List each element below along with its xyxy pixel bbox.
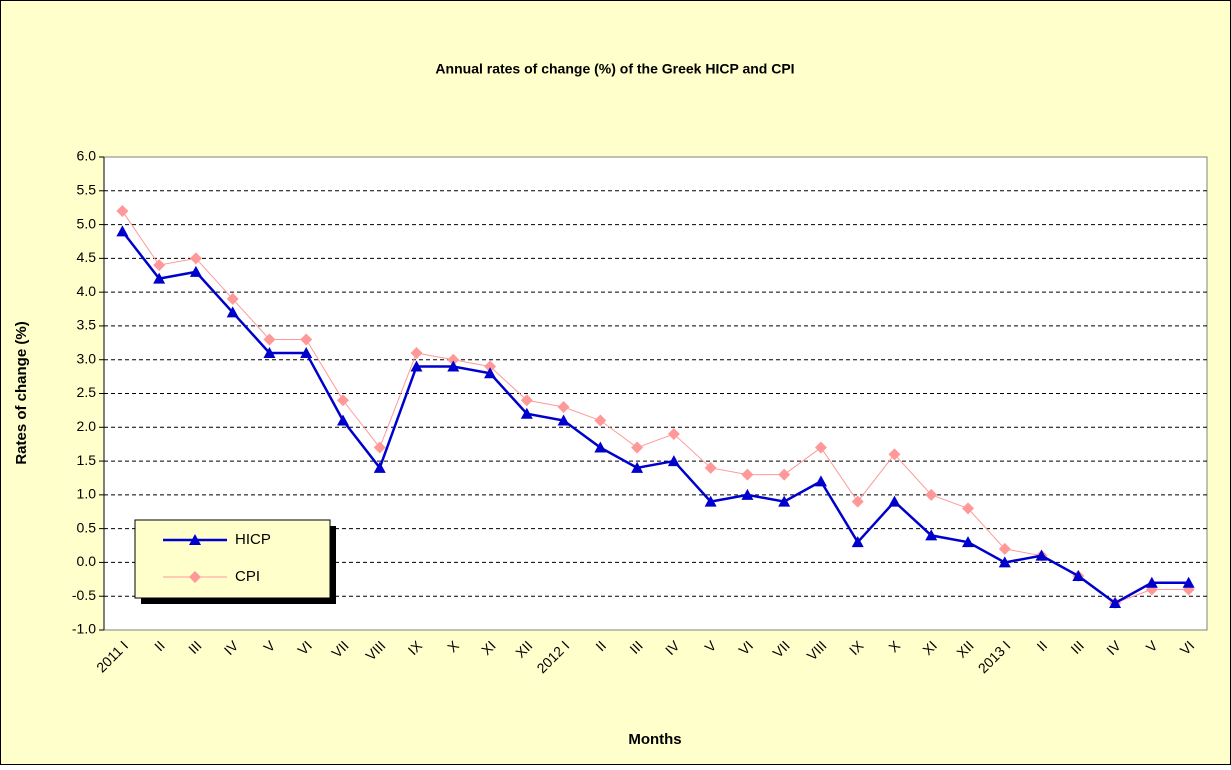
marker — [704, 495, 717, 507]
marker — [520, 394, 533, 407]
legend-marker — [189, 534, 201, 545]
marker — [814, 441, 827, 454]
marker — [410, 346, 423, 359]
marker — [778, 468, 791, 481]
marker — [153, 272, 166, 284]
marker — [226, 306, 239, 318]
marker — [447, 353, 460, 366]
series — [116, 225, 1195, 608]
marker — [557, 401, 570, 414]
y-tick-label: -0.5 — [72, 587, 96, 603]
marker — [667, 455, 680, 467]
legend-label: CPI — [235, 568, 260, 585]
marker — [226, 292, 239, 305]
x-axis-label: Months — [628, 731, 681, 748]
marker — [594, 441, 607, 453]
marker — [888, 495, 901, 507]
marker — [667, 428, 680, 441]
marker — [373, 461, 386, 473]
marker — [263, 333, 276, 346]
marker — [336, 394, 349, 407]
marker — [300, 333, 313, 346]
marker — [1035, 549, 1048, 561]
marker — [1145, 576, 1158, 588]
y-tick-label: 5.5 — [77, 181, 97, 197]
marker — [1109, 596, 1122, 608]
marker — [189, 252, 202, 265]
marker — [1072, 569, 1085, 581]
legend-marker — [189, 571, 201, 583]
marker — [998, 556, 1011, 568]
y-tick-label: -1.0 — [72, 621, 96, 637]
series-line — [121, 210, 1189, 604]
y-tick-label: 2.0 — [77, 418, 97, 434]
marker — [189, 265, 202, 277]
marker — [116, 225, 129, 237]
marker — [888, 448, 901, 461]
legend-box — [134, 519, 331, 599]
legend-label: HICP — [235, 531, 271, 548]
y-tick-label: 3.5 — [77, 317, 97, 333]
y-tick-label: 1.5 — [77, 452, 97, 468]
marker — [631, 461, 644, 473]
marker — [116, 205, 129, 218]
marker — [336, 414, 349, 426]
marker — [263, 346, 276, 358]
marker — [962, 502, 975, 515]
marker — [631, 441, 644, 454]
y-tick-label: 0.5 — [77, 519, 97, 535]
marker — [741, 488, 754, 500]
marker — [557, 414, 570, 426]
y-tick-label: 2.5 — [77, 384, 97, 400]
marker — [778, 495, 791, 507]
marker — [741, 468, 754, 481]
marker — [704, 461, 717, 474]
marker — [520, 407, 533, 419]
marker — [962, 536, 975, 548]
marker — [484, 360, 497, 373]
legend: HICP CPI — [134, 519, 336, 604]
marker — [594, 414, 607, 427]
marker — [484, 367, 497, 379]
series-line — [121, 230, 1189, 605]
y-tick-label: 6.0 — [77, 148, 97, 164]
marker — [925, 529, 938, 541]
y-tick-label: 1.0 — [77, 486, 97, 502]
y-tick-label: 4.0 — [77, 283, 97, 299]
marker — [1182, 576, 1195, 588]
marker — [851, 536, 864, 548]
marker — [925, 488, 938, 501]
marker — [851, 495, 864, 508]
y-tick-label: 0.0 — [77, 553, 97, 569]
chart-title: Annual rates of change (%) of the Greek … — [435, 61, 794, 77]
marker — [998, 542, 1011, 555]
marker — [814, 475, 827, 487]
marker — [153, 259, 166, 272]
y-tick-label: 3.0 — [77, 350, 97, 366]
marker — [447, 360, 460, 372]
y-tick-label: 5.0 — [77, 215, 97, 231]
y-axis-label: Rates of change (%) — [13, 321, 30, 464]
y-tick-label: 4.5 — [77, 249, 97, 265]
marker — [300, 346, 313, 358]
marker — [373, 441, 386, 454]
marker — [410, 360, 423, 372]
